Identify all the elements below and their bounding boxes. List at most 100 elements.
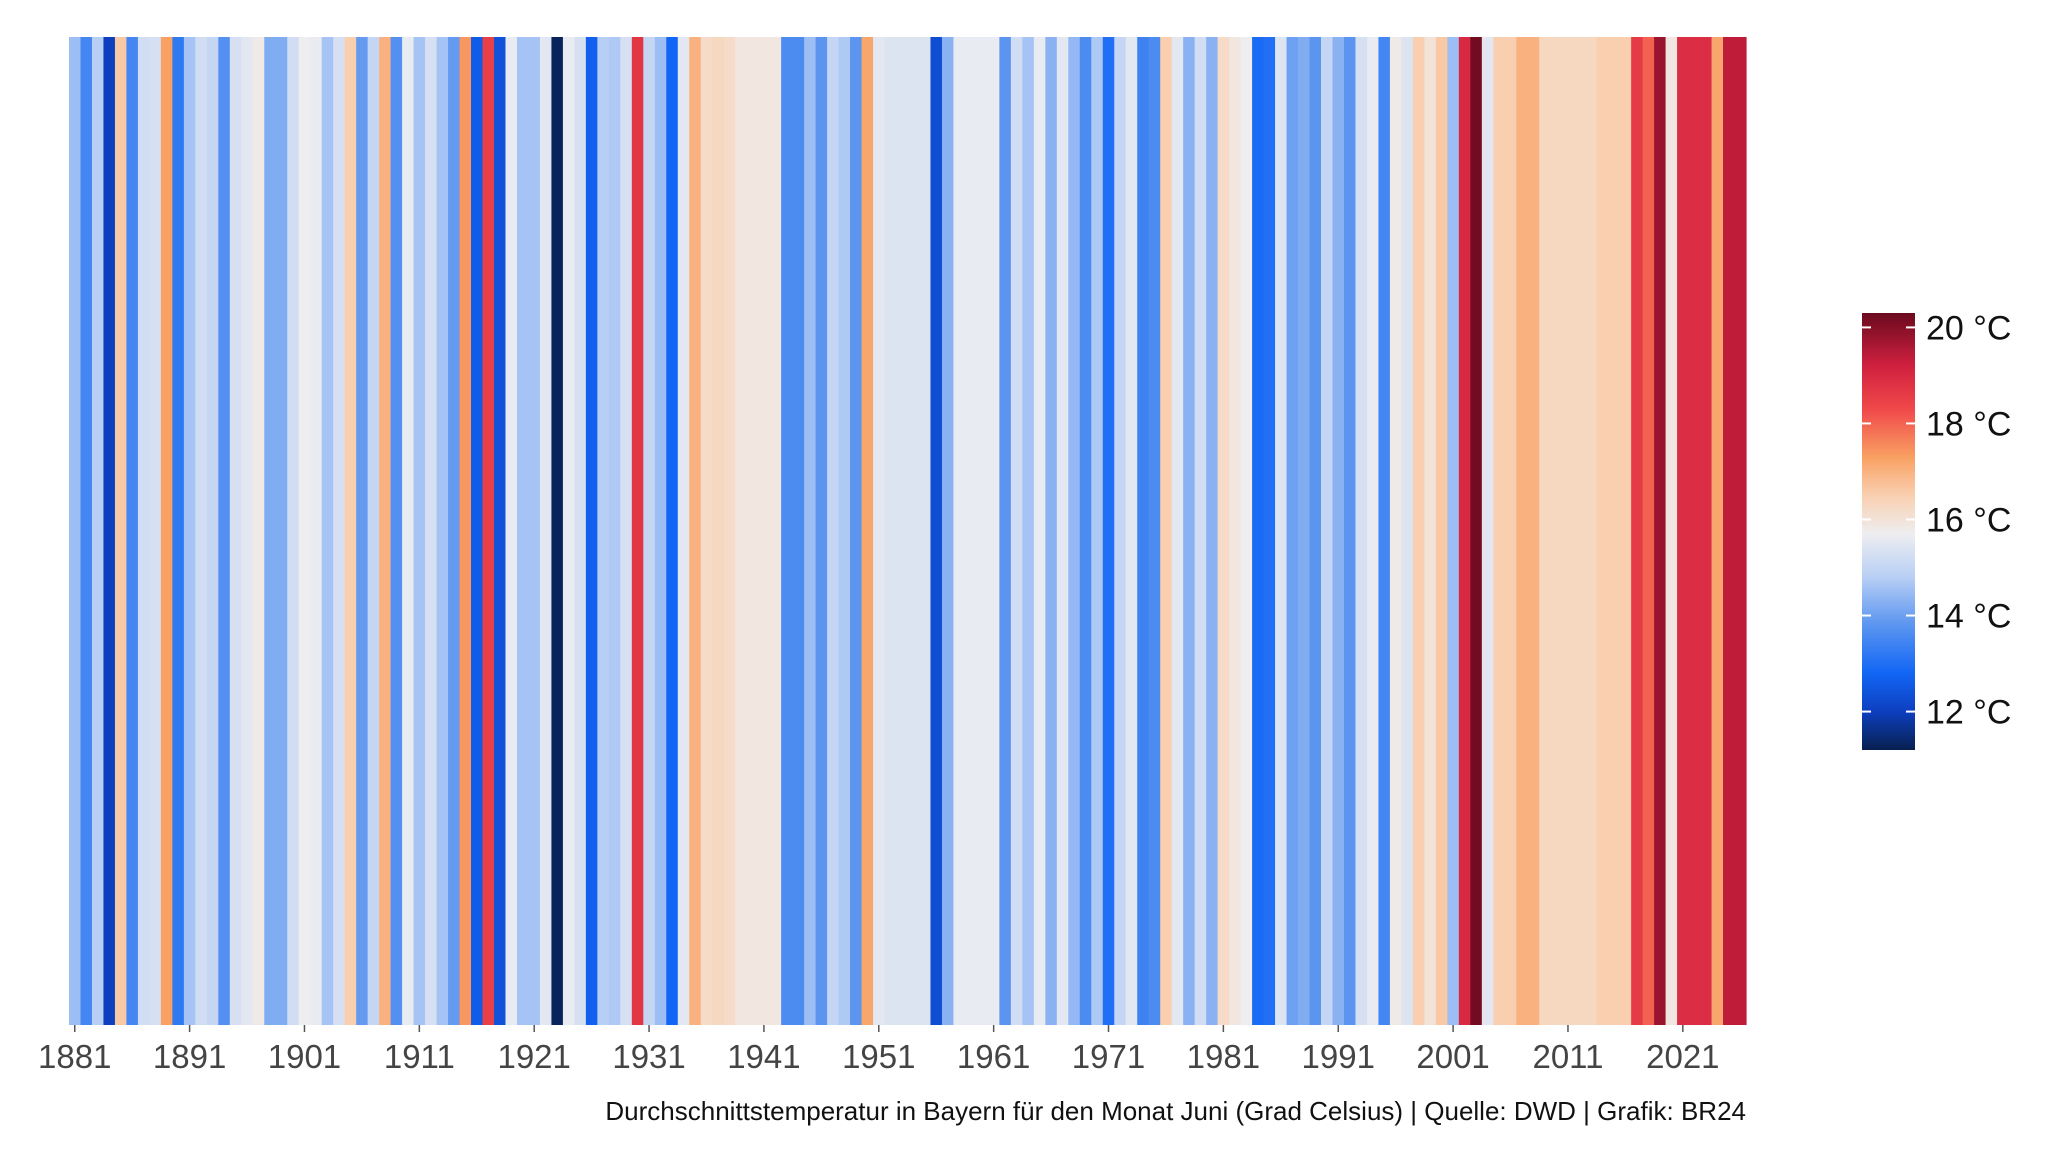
stripe bbox=[298, 37, 311, 1025]
stripe bbox=[1585, 37, 1598, 1025]
stripe bbox=[264, 37, 277, 1025]
stripe bbox=[1723, 37, 1736, 1025]
stripe bbox=[1447, 37, 1460, 1025]
stripe bbox=[896, 37, 909, 1025]
stripe bbox=[252, 37, 265, 1025]
stripe bbox=[1493, 37, 1506, 1025]
stripe bbox=[976, 37, 989, 1025]
x-tick-label: 1961 bbox=[957, 1038, 1030, 1075]
stripe bbox=[1631, 37, 1644, 1025]
stripe bbox=[1309, 37, 1322, 1025]
stripe bbox=[562, 37, 575, 1025]
stripe bbox=[735, 37, 748, 1025]
stripe bbox=[918, 37, 932, 1025]
stripe bbox=[241, 37, 254, 1025]
stripe bbox=[1137, 37, 1150, 1025]
stripe bbox=[1217, 37, 1230, 1025]
colorbar bbox=[1862, 313, 1915, 750]
x-tick-label: 2011 bbox=[1532, 1038, 1603, 1075]
stripe bbox=[287, 37, 300, 1025]
stripe bbox=[631, 37, 644, 1025]
stripe bbox=[206, 37, 219, 1025]
stripe bbox=[1562, 37, 1575, 1025]
stripe bbox=[1148, 37, 1161, 1025]
x-tick-label: 1941 bbox=[727, 1038, 800, 1075]
stripe bbox=[620, 37, 633, 1025]
stripe bbox=[436, 37, 449, 1025]
colorbar-tick-label: 18 °C bbox=[1926, 405, 2011, 443]
caption: Durchschnittstemperatur in Bayern für de… bbox=[605, 1096, 1746, 1126]
stripe bbox=[1481, 37, 1494, 1025]
stripe bbox=[229, 37, 242, 1025]
stripe bbox=[80, 37, 93, 1025]
stripe bbox=[1516, 37, 1529, 1025]
stripe bbox=[654, 37, 667, 1025]
stripe bbox=[884, 37, 897, 1025]
stripe bbox=[1045, 37, 1058, 1025]
x-tick-label: 1951 bbox=[842, 1038, 915, 1075]
stripe bbox=[1550, 37, 1563, 1025]
stripe bbox=[585, 37, 598, 1025]
stripe bbox=[1010, 37, 1023, 1025]
stripe bbox=[907, 37, 920, 1025]
stripe bbox=[402, 37, 415, 1025]
stripe bbox=[1321, 37, 1334, 1025]
stripe bbox=[608, 37, 621, 1025]
stripe bbox=[91, 37, 105, 1025]
stripe bbox=[1573, 37, 1586, 1025]
stripe bbox=[149, 37, 162, 1025]
stripe bbox=[873, 37, 886, 1025]
x-tick-label: 1881 bbox=[38, 1038, 111, 1075]
stripe bbox=[838, 37, 851, 1025]
colorbar-tick-label: 12 °C bbox=[1926, 694, 2011, 732]
stripe bbox=[1206, 37, 1219, 1025]
x-tick-label: 1981 bbox=[1187, 1038, 1260, 1075]
x-tick-label: 1921 bbox=[497, 1038, 570, 1075]
stripe bbox=[999, 37, 1012, 1025]
colorbar-tick-label: 14 °C bbox=[1926, 598, 2011, 636]
stripe bbox=[1022, 37, 1035, 1025]
stripe bbox=[941, 37, 955, 1025]
stripe bbox=[1412, 37, 1425, 1025]
stripe bbox=[1700, 37, 1713, 1025]
stripe bbox=[333, 37, 346, 1025]
stripe bbox=[1240, 37, 1253, 1025]
stripe bbox=[1171, 37, 1184, 1025]
colorbar-tick-label: 20 °C bbox=[1926, 309, 2011, 347]
stripe bbox=[804, 37, 817, 1025]
stripe bbox=[723, 37, 736, 1025]
stripe bbox=[539, 37, 553, 1025]
stripe bbox=[1332, 37, 1345, 1025]
stripe bbox=[1366, 37, 1380, 1025]
stripe bbox=[1378, 37, 1391, 1025]
stripe bbox=[1665, 37, 1678, 1025]
stripe bbox=[448, 37, 461, 1025]
stripe bbox=[505, 37, 518, 1025]
x-tick-label: 1911 bbox=[384, 1038, 455, 1075]
stripe bbox=[103, 37, 116, 1025]
stripe bbox=[126, 37, 139, 1025]
stripe bbox=[597, 37, 610, 1025]
stripe bbox=[1619, 37, 1632, 1025]
stripe bbox=[1389, 37, 1403, 1025]
stripe bbox=[1734, 37, 1747, 1025]
stripe bbox=[114, 37, 128, 1025]
stripe bbox=[930, 37, 943, 1025]
stripe bbox=[1194, 37, 1207, 1025]
stripe bbox=[160, 37, 173, 1025]
stripe bbox=[1068, 37, 1081, 1025]
stripe bbox=[1033, 37, 1046, 1025]
stripe bbox=[172, 37, 185, 1025]
stripe bbox=[769, 37, 782, 1025]
stripe bbox=[516, 37, 530, 1025]
stripe bbox=[1286, 37, 1299, 1025]
stripe bbox=[1125, 37, 1138, 1025]
stripe bbox=[666, 37, 679, 1025]
stripe bbox=[827, 37, 840, 1025]
stripe bbox=[1298, 37, 1311, 1025]
stripe bbox=[1343, 37, 1357, 1025]
stripe bbox=[310, 37, 323, 1025]
stripe bbox=[275, 37, 288, 1025]
stripe bbox=[551, 37, 564, 1025]
stripe bbox=[1711, 37, 1724, 1025]
